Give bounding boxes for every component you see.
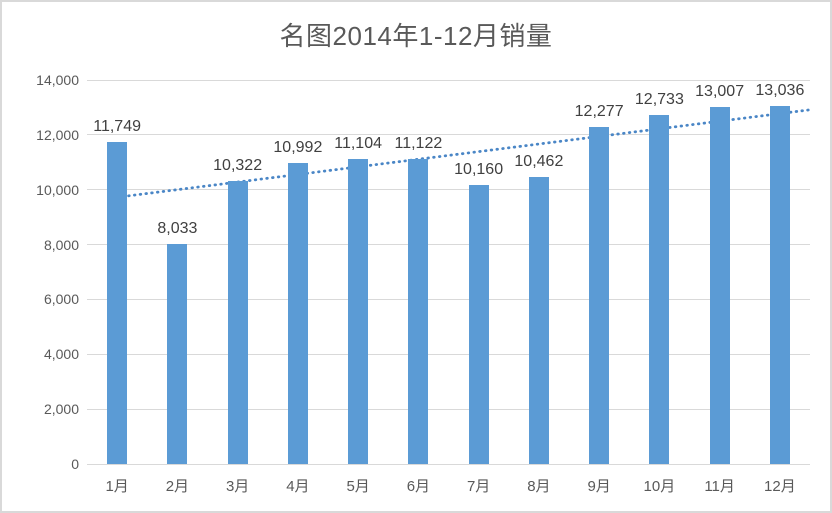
y-axis-tick-label: 4,000 (43, 346, 79, 363)
bar-3月 (227, 180, 248, 464)
bar-12月 (769, 106, 790, 464)
x-axis-category-label: 8月 (527, 478, 551, 495)
bar-1月 (107, 141, 128, 464)
bar-11月 (709, 107, 730, 464)
chart-title: 名图2014年1-12月销量 (279, 21, 553, 51)
y-axis-tick-label: 8,000 (43, 236, 79, 253)
bar-7月 (468, 185, 489, 464)
x-axis-category-label: 4月 (286, 478, 310, 495)
y-axis-tick-label: 6,000 (43, 291, 79, 308)
x-axis-category-label: 5月 (346, 478, 370, 495)
gridline (87, 463, 810, 465)
x-axis-category-label: 2月 (165, 478, 190, 495)
gridline (87, 353, 810, 355)
gridline (87, 408, 810, 410)
y-axis-tick-label: 14,000 (36, 72, 79, 88)
bar-data-label: 11,104 (334, 135, 382, 153)
x-axis-category-label: 6月 (406, 478, 431, 495)
bar-4月 (287, 162, 308, 464)
x-axis-category-label: 9月 (587, 478, 611, 495)
x-axis-category-label: 12月 (764, 478, 796, 495)
y-axis-tick-label: 0 (71, 456, 79, 472)
bar-data-label: 13,036 (755, 82, 805, 100)
gridline (87, 79, 810, 81)
bar-8月 (528, 177, 549, 464)
bar-data-label: 10,160 (454, 161, 504, 179)
bar-data-label: 13,007 (695, 83, 745, 101)
bar-data-label: 10,322 (213, 156, 263, 174)
gridline (87, 189, 810, 191)
x-axis-category-label: 10月 (643, 478, 676, 495)
bar-5月 (348, 159, 369, 464)
bar-data-label: 11,122 (394, 134, 443, 152)
y-axis-tick-label: 2,000 (43, 401, 79, 418)
gridline (87, 134, 810, 136)
bar-10月 (649, 114, 670, 464)
bar-data-label: 8,033 (157, 219, 198, 237)
bar-data-label: 12,277 (574, 103, 624, 121)
bar-data-label: 10,462 (514, 153, 564, 171)
x-axis-category-label: 3月 (225, 478, 250, 495)
x-axis-category-label: 11月 (704, 478, 735, 495)
bar-2月 (167, 243, 188, 464)
bar-data-label: 11,749 (93, 117, 141, 135)
gridline (87, 244, 810, 246)
y-axis-tick-label: 12,000 (36, 126, 79, 143)
y-axis-tick-label: 10,000 (36, 181, 79, 198)
bar-data-label: 10,992 (273, 138, 323, 156)
bar-data-label: 12,733 (634, 90, 684, 108)
gridline (87, 298, 810, 300)
x-axis-category-label: 7月 (466, 478, 491, 495)
bar-6月 (408, 158, 429, 464)
x-axis-category-label: 1月 (105, 478, 129, 495)
bar-9月 (589, 127, 610, 464)
